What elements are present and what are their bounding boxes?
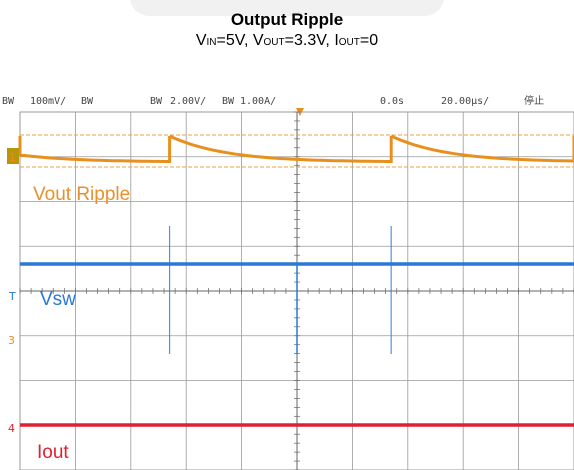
- ch2-bw-label: BW: [81, 96, 94, 107]
- vout-value: =3.3V,: [284, 32, 335, 49]
- ch1-marker-icon: [7, 148, 19, 164]
- vout-ripple-label: Vout Ripple: [33, 184, 130, 205]
- chart-title: Output Ripple: [230, 10, 344, 29]
- channel-markers: 1 T 3 4: [7, 148, 19, 435]
- vout-symbol: V: [252, 32, 264, 49]
- trigger-position-label: 0.0s: [380, 96, 404, 107]
- ch4-bw-label: BW: [222, 96, 235, 107]
- ch4-marker-label: 4: [8, 422, 15, 435]
- chart-subtitle: VIN=5V, VOUT=3.3V, IOUT=0: [0, 30, 574, 54]
- scope-status-bar: BW 100mV/ BW BW 2.00V/ BW 1.00A/ 0.0s 20…: [0, 86, 574, 116]
- vin-value: =5V,: [216, 32, 253, 49]
- ch1-bw-label: BW: [2, 96, 15, 107]
- ch4-scale-label: 1.00A/: [240, 96, 276, 107]
- iout-value: =0: [359, 32, 379, 49]
- oscilloscope-screen: BW 100mV/ BW BW 2.00V/ BW 1.00A/ 0.0s 20…: [0, 86, 574, 470]
- iout-label: Iout: [37, 442, 69, 463]
- ch1-marker-label: 1: [9, 151, 16, 164]
- vout-ripple-trace: [18, 134, 574, 163]
- timebase-label: 20.00µs/: [441, 96, 489, 107]
- vin-subscript: IN: [206, 37, 217, 48]
- run-state-label: 停止: [524, 94, 544, 107]
- ch-t-marker-label: T: [8, 290, 16, 303]
- vin-symbol: V: [195, 32, 207, 49]
- title-block: Output Ripple VIN=5V, VOUT=3.3V, IOUT=0: [0, 10, 574, 54]
- ch3-bw-label: BW: [150, 96, 163, 107]
- vout-subscript: OUT: [263, 37, 285, 48]
- ch3-scale-label: 2.00V/: [170, 96, 206, 107]
- trace-layer: [18, 134, 574, 427]
- ch1-scale-label: 100mV/: [30, 96, 66, 107]
- ch3-marker-label: 3: [8, 334, 15, 347]
- status-bar-bg: [0, 86, 574, 112]
- top-banner-shape: [130, 0, 444, 16]
- vsw-label: Vsw: [40, 289, 76, 310]
- iout-subscript: OUT: [338, 37, 360, 48]
- iout-symbol: I: [334, 32, 339, 49]
